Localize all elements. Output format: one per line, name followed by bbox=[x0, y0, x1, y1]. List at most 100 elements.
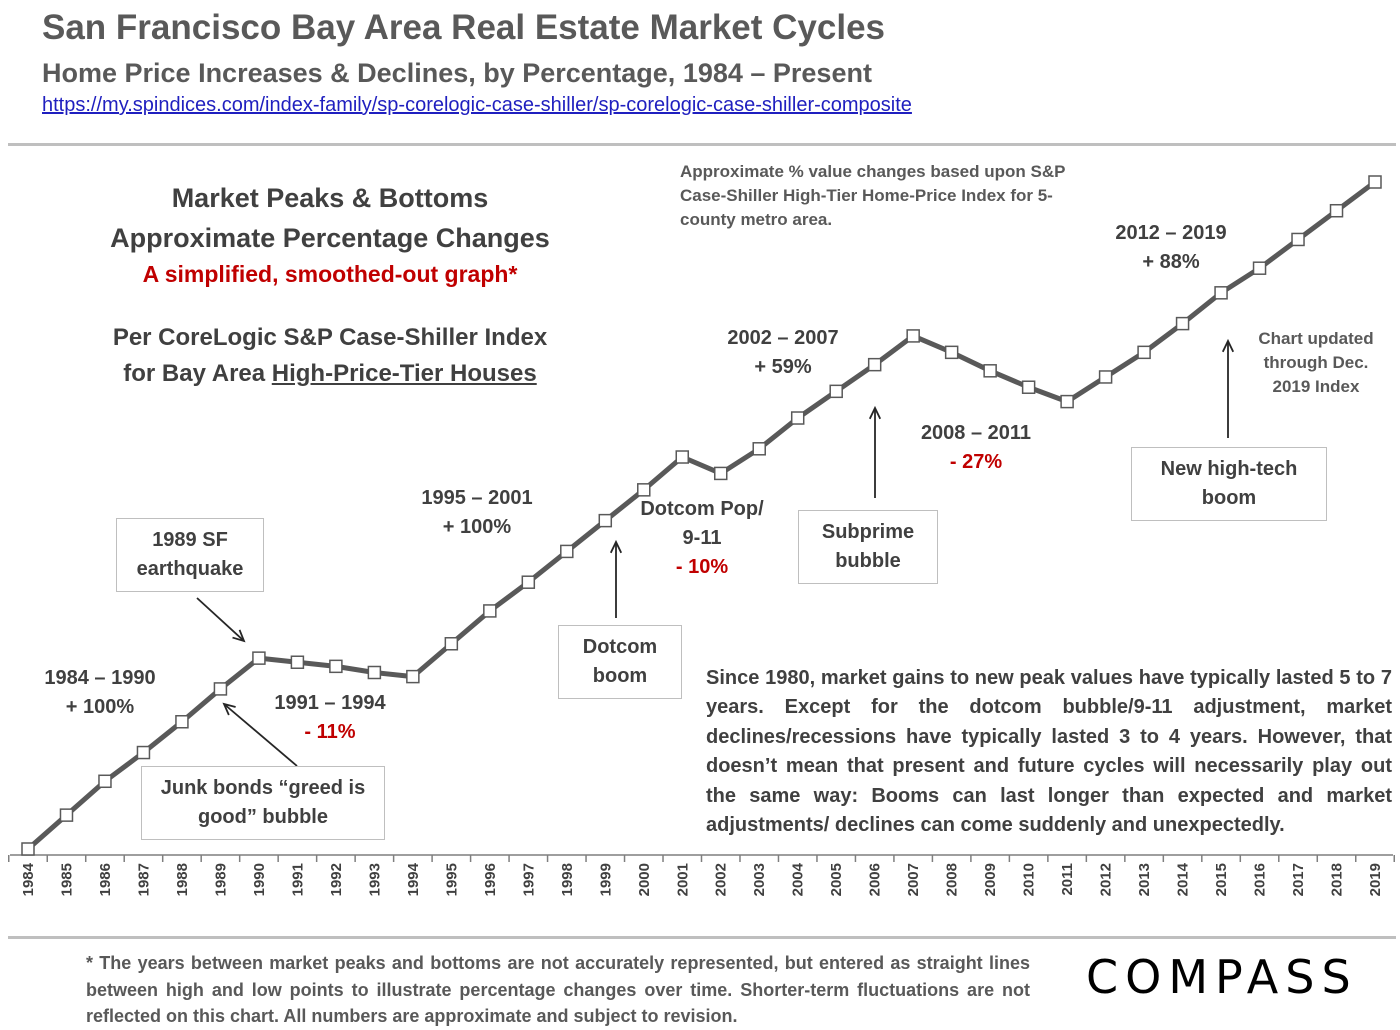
x-tick-label-2012: 2012 bbox=[1098, 863, 1115, 896]
x-tick-label-2007: 2007 bbox=[905, 863, 922, 896]
data-point-2013 bbox=[1137, 345, 1151, 360]
cycle-label-1995-2001: 1995 – 2001 + 100% bbox=[421, 487, 533, 538]
data-point-2008 bbox=[944, 345, 959, 360]
heading-line2: Approximate Percentage Changes bbox=[110, 223, 550, 253]
method-note: Approximate % value changes based upon S… bbox=[680, 162, 1066, 229]
x-tick-label-1992: 1992 bbox=[328, 863, 345, 896]
annotation-arrow-2 bbox=[222, 702, 298, 767]
data-point-1984 bbox=[21, 842, 35, 856]
x-tick-label-1997: 1997 bbox=[520, 863, 537, 896]
heading-line5-underlined: High-Price-Tier Houses bbox=[271, 360, 537, 387]
data-point-1997 bbox=[521, 575, 536, 589]
x-tick-label-2000: 2000 bbox=[636, 863, 653, 896]
x-tick-label-1989: 1989 bbox=[212, 863, 229, 896]
annotation-arrows bbox=[196, 338, 1235, 767]
updated-note: Chart updated through Dec. 2019 Index bbox=[1258, 329, 1374, 396]
heading-line3: A simplified, smoothed-out graph* bbox=[142, 261, 518, 287]
x-tick-label-2009: 2009 bbox=[982, 863, 999, 896]
x-tick-label-1994: 1994 bbox=[405, 862, 422, 896]
x-tick-label-2015: 2015 bbox=[1213, 863, 1230, 896]
annotation-arrow-3 bbox=[609, 539, 623, 618]
data-point-2009 bbox=[983, 364, 997, 378]
data-point-2017 bbox=[1291, 232, 1305, 247]
x-tick-label-2017: 2017 bbox=[1290, 863, 1307, 896]
x-tick-label-1998: 1998 bbox=[559, 863, 576, 896]
annotation-arrow-5 bbox=[1221, 338, 1235, 438]
data-point-2005 bbox=[829, 384, 843, 399]
data-point-1998 bbox=[560, 544, 574, 559]
x-tick-label-1991: 1991 bbox=[289, 863, 306, 896]
cycle-label-dotcom-pop: Dotcom Pop/9-11- 10% bbox=[640, 498, 764, 578]
x-tick-label-1999: 1999 bbox=[597, 863, 614, 896]
x-tick-label-2019: 2019 bbox=[1367, 863, 1384, 896]
data-markers bbox=[21, 175, 1382, 856]
cycle-label-1991-1994: 1991 – 1994- 11% bbox=[274, 692, 386, 743]
footnote: * The years between market peaks and bot… bbox=[86, 953, 1030, 1026]
event-box-subprime: Subprime bubble bbox=[798, 510, 938, 584]
event-box-earthquake: 1989 SF earthquake bbox=[116, 518, 264, 592]
data-point-1993 bbox=[367, 665, 382, 680]
x-tick-label-2016: 2016 bbox=[1252, 863, 1269, 896]
x-tick-label-2010: 2010 bbox=[1021, 863, 1038, 896]
data-point-2014 bbox=[1175, 316, 1190, 331]
x-tick-label-2003: 2003 bbox=[751, 863, 768, 896]
event-box-junk-bonds: Junk bonds “greed is good” bubble bbox=[141, 766, 385, 840]
data-point-2016 bbox=[1252, 261, 1267, 275]
x-tick-label-2001: 2001 bbox=[674, 863, 691, 896]
chart-title: San Francisco Bay Area Real Estate Marke… bbox=[42, 8, 886, 47]
cycle-label-2002-2007: 2002 – 2007 + 59% bbox=[727, 327, 839, 378]
data-point-2018 bbox=[1329, 203, 1344, 218]
cycle-label-2008-2011: 2008 – 2011- 27% bbox=[920, 422, 1032, 473]
x-tick-label-2013: 2013 bbox=[1136, 863, 1153, 896]
heading-line5: for Bay Area High-Price-Tier Houses bbox=[123, 360, 537, 387]
x-tick-label-1986: 1986 bbox=[97, 863, 114, 896]
x-tick-label-2005: 2005 bbox=[828, 863, 845, 896]
data-point-2010 bbox=[1021, 380, 1036, 394]
x-tick-label-1995: 1995 bbox=[443, 863, 460, 896]
data-point-1990 bbox=[252, 651, 266, 665]
source-link[interactable]: https://my.spindices.com/index-family/sp… bbox=[42, 94, 912, 116]
cycle-label-1984-1990: 1984 – 1990 + 100% bbox=[44, 667, 156, 718]
x-tick-label-2002: 2002 bbox=[713, 863, 730, 896]
x-tick-label-2011: 2011 bbox=[1059, 863, 1076, 896]
data-point-2004 bbox=[790, 411, 805, 425]
data-point-1999 bbox=[598, 513, 613, 528]
data-point-2007 bbox=[906, 329, 920, 343]
data-point-2006 bbox=[867, 357, 882, 372]
data-point-2002 bbox=[713, 466, 728, 481]
x-tick-label-1985: 1985 bbox=[58, 863, 75, 896]
data-point-1988 bbox=[175, 715, 189, 729]
data-point-1987 bbox=[136, 745, 151, 760]
data-point-1986 bbox=[98, 774, 112, 789]
x-tick-label-1990: 1990 bbox=[251, 863, 268, 896]
x-tick-label-2008: 2008 bbox=[944, 863, 961, 896]
data-point-1996 bbox=[483, 604, 497, 618]
data-point-2019 bbox=[1368, 175, 1382, 189]
chart-subtitle: Home Price Increases & Declines, by Perc… bbox=[42, 58, 872, 88]
x-tick-label-1987: 1987 bbox=[135, 863, 152, 896]
compass-logo: COMPASS bbox=[1086, 950, 1358, 1004]
x-axis: 1984 1985 1986 1987 1988 1989 1990 1991 1992 1993… bbox=[8, 854, 1395, 896]
data-point-2012 bbox=[1098, 370, 1113, 384]
data-point-2000 bbox=[637, 483, 651, 497]
x-tick-label-2006: 2006 bbox=[867, 863, 884, 896]
data-point-1994 bbox=[406, 669, 420, 684]
top-divider bbox=[8, 143, 1396, 146]
data-point-1991 bbox=[290, 655, 305, 669]
data-point-1992 bbox=[329, 659, 343, 674]
x-tick-label-1996: 1996 bbox=[482, 863, 499, 896]
data-point-1989 bbox=[213, 682, 228, 696]
data-point-2001 bbox=[675, 450, 690, 464]
bottom-divider bbox=[8, 936, 1396, 939]
x-tick-label-2018: 2018 bbox=[1329, 863, 1346, 896]
event-box-dotcom-boom: Dotcom boom bbox=[558, 625, 682, 699]
data-point-1995 bbox=[444, 637, 459, 651]
heading-line4: Per CoreLogic S&P Case-Shiller Index bbox=[112, 324, 548, 351]
heading-line1: Market Peaks & Bottoms bbox=[171, 183, 489, 213]
cycle-label-2012-2019: 2012 – 2019 + 88% bbox=[1115, 222, 1227, 273]
x-tick-label-1988: 1988 bbox=[174, 863, 191, 896]
x-tick-label-2014: 2014 bbox=[1175, 862, 1192, 896]
data-point-2015 bbox=[1214, 286, 1228, 300]
x-tick-label-1984: 1984 bbox=[20, 862, 37, 896]
